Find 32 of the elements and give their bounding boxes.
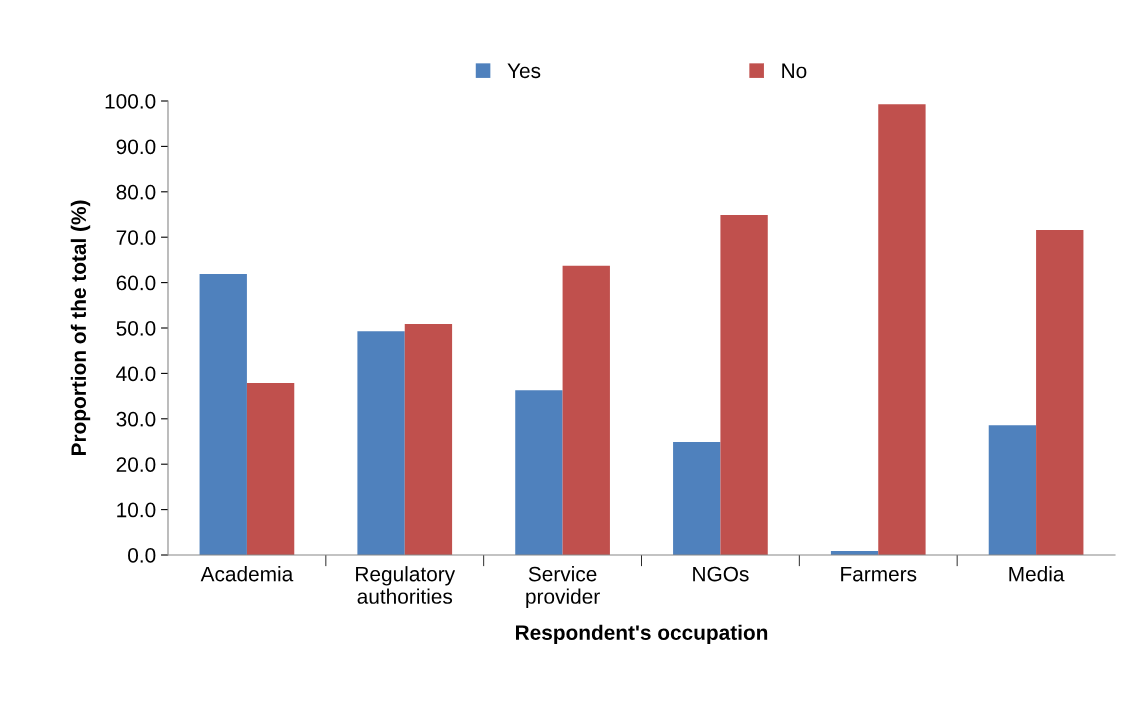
legend-label: Yes <box>507 63 541 79</box>
x-axis-title: Respondent's occupation <box>516 624 768 645</box>
bar <box>199 273 247 555</box>
bar <box>988 425 1037 555</box>
legend-label: No <box>782 63 807 79</box>
y-tick-label: 40.0 <box>116 366 156 382</box>
y-tick-label: 70.0 <box>116 230 156 245</box>
bar <box>562 265 610 555</box>
x-tick-label: Academia <box>200 566 294 582</box>
y-axis-title: Proportion of the total (%) <box>70 200 91 456</box>
x-tick-label: Media <box>1009 566 1065 582</box>
bar <box>673 441 721 555</box>
y-tick-label: 100.0 <box>105 94 156 109</box>
bar <box>1036 229 1084 555</box>
x-tick-label: Farmers <box>841 566 917 582</box>
bar <box>878 104 926 555</box>
y-tick-label: 50.0 <box>116 321 156 336</box>
x-tick-label: Service provider <box>526 566 600 608</box>
y-tick-label: 0.0 <box>128 548 156 563</box>
bar <box>404 323 453 555</box>
bar <box>720 214 768 555</box>
bar <box>515 390 563 555</box>
y-tick-label: 60.0 <box>116 275 156 291</box>
y-tick-label: 20.0 <box>116 457 156 472</box>
y-tick-label: 10.0 <box>117 502 156 518</box>
bar <box>246 382 295 555</box>
y-tick-label: 30.0 <box>116 411 156 427</box>
x-tick-label: Regulatory authorities <box>356 566 456 604</box>
y-tick-label: 80.0 <box>116 184 156 200</box>
bar <box>357 331 405 555</box>
y-tick-label: 90.0 <box>116 139 156 155</box>
x-tick-label: NGOs <box>693 566 749 582</box>
